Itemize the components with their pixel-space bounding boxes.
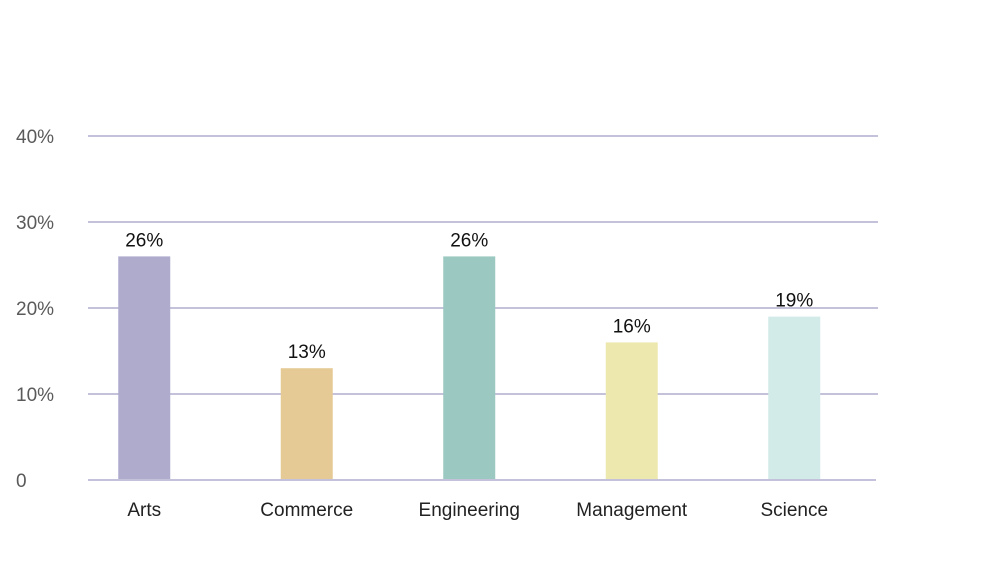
bar-commerce: [280, 368, 333, 480]
bar-management: [605, 342, 658, 480]
y-tick-label: 20%: [16, 299, 54, 320]
data-label-management: 16%: [613, 316, 651, 337]
data-labels: 26% 13% 26% 16% 19%: [125, 230, 813, 363]
bar-science: [768, 316, 821, 480]
y-axis-tick-labels: 0 10% 20% 30% 40%: [16, 127, 54, 492]
data-label-commerce: 13%: [288, 342, 326, 363]
data-label-arts: 26%: [125, 230, 163, 251]
category-label-engineering: Engineering: [419, 500, 520, 521]
category-label-commerce: Commerce: [260, 500, 353, 521]
y-tick-label: 30%: [16, 213, 54, 234]
category-label-management: Management: [576, 500, 688, 521]
y-tick-label: 0: [16, 471, 27, 492]
bar-arts: [118, 256, 171, 480]
data-label-science: 19%: [775, 291, 813, 312]
y-tick-label: 10%: [16, 385, 54, 406]
bar-engineering: [443, 256, 496, 480]
x-axis-category-labels: Arts Commerce Engineering Management Science: [127, 500, 828, 521]
category-label-arts: Arts: [127, 500, 161, 521]
category-label-science: Science: [760, 500, 828, 521]
y-tick-label: 40%: [16, 127, 54, 148]
bars: [118, 256, 821, 480]
data-label-engineering: 26%: [450, 230, 488, 251]
